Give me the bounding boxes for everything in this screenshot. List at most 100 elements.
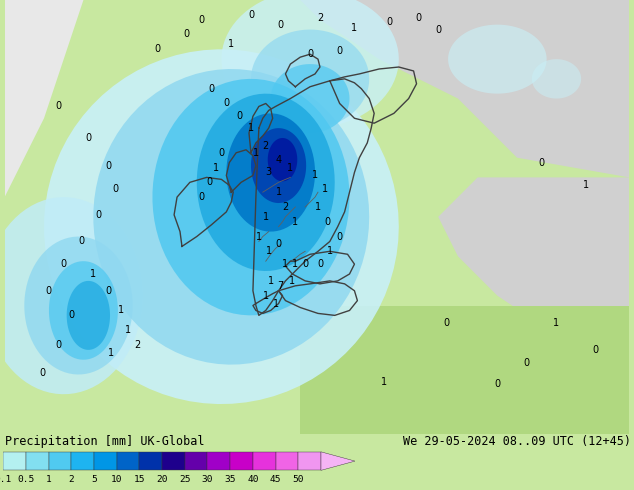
Text: 1: 1 (262, 291, 269, 301)
Text: 0: 0 (198, 15, 205, 24)
Polygon shape (226, 113, 315, 232)
Text: 1: 1 (287, 163, 294, 172)
Text: 1: 1 (351, 23, 358, 33)
Text: 15: 15 (134, 475, 145, 484)
Text: 0: 0 (337, 232, 343, 242)
Text: 1: 1 (228, 39, 235, 49)
Text: 0: 0 (278, 20, 283, 29)
Text: 0: 0 (105, 286, 111, 296)
Text: 2: 2 (68, 475, 74, 484)
Polygon shape (93, 69, 369, 365)
Text: 0: 0 (223, 98, 230, 108)
Text: Precipitation [mm] UK-Global: Precipitation [mm] UK-Global (5, 435, 205, 448)
Bar (117, 452, 139, 470)
Bar (298, 452, 321, 470)
Text: 0: 0 (39, 368, 45, 377)
Text: 1: 1 (118, 305, 124, 316)
Text: 1: 1 (266, 246, 272, 256)
Polygon shape (321, 452, 355, 470)
Polygon shape (301, 306, 630, 434)
Text: We 29-05-2024 08..09 UTC (12+45): We 29-05-2024 08..09 UTC (12+45) (403, 435, 631, 448)
Bar (49, 452, 71, 470)
Text: 1: 1 (381, 377, 387, 388)
Bar (3, 452, 26, 470)
Polygon shape (67, 281, 110, 350)
Polygon shape (197, 94, 335, 271)
Text: 0: 0 (209, 84, 214, 94)
Text: 35: 35 (224, 475, 236, 484)
Text: 50: 50 (292, 475, 304, 484)
Text: 3: 3 (266, 168, 272, 177)
Text: 0: 0 (218, 148, 224, 158)
Text: 0: 0 (325, 217, 331, 227)
Text: 0: 0 (248, 10, 254, 20)
Text: 0: 0 (86, 133, 91, 143)
Bar (94, 452, 117, 470)
Bar (139, 452, 162, 470)
Bar (26, 452, 49, 470)
Bar (71, 452, 94, 470)
Text: 0.5: 0.5 (17, 475, 34, 484)
Text: 0: 0 (56, 340, 62, 350)
Bar (253, 452, 276, 470)
Polygon shape (448, 24, 547, 94)
Text: 1: 1 (268, 276, 274, 286)
Text: 0: 0 (593, 345, 599, 355)
Text: 40: 40 (247, 475, 259, 484)
Text: 1: 1 (125, 325, 131, 335)
Text: 0: 0 (443, 318, 449, 328)
Polygon shape (44, 49, 399, 404)
Text: 1: 1 (315, 202, 321, 212)
Text: 5: 5 (91, 475, 97, 484)
Text: 1: 1 (273, 298, 279, 309)
Text: 0: 0 (105, 161, 111, 171)
Text: 0: 0 (539, 158, 545, 168)
Polygon shape (268, 138, 297, 181)
Text: 2: 2 (282, 202, 288, 212)
Text: 0: 0 (46, 286, 52, 296)
Text: 1: 1 (292, 217, 299, 227)
Text: 2: 2 (262, 141, 269, 151)
Text: 0: 0 (207, 177, 212, 187)
Polygon shape (153, 79, 349, 316)
Text: 1: 1 (248, 123, 254, 133)
Text: 7: 7 (278, 281, 283, 291)
Text: 2: 2 (134, 340, 141, 350)
Text: 10: 10 (111, 475, 122, 484)
Text: 1: 1 (583, 180, 589, 190)
Text: 1: 1 (253, 148, 259, 158)
Text: 1: 1 (214, 163, 219, 172)
Text: 0: 0 (154, 44, 160, 54)
Text: 0: 0 (317, 259, 323, 269)
Polygon shape (438, 177, 630, 335)
Text: 1: 1 (289, 276, 295, 286)
Text: 1: 1 (292, 259, 299, 269)
Text: 0: 0 (68, 310, 75, 320)
Text: 0: 0 (112, 184, 118, 194)
Text: 0: 0 (79, 237, 84, 246)
Text: 0: 0 (61, 259, 67, 269)
Polygon shape (532, 59, 581, 98)
Text: 1: 1 (262, 212, 269, 222)
Bar (184, 452, 207, 470)
Text: 0: 0 (337, 46, 343, 56)
Text: 1: 1 (276, 187, 281, 197)
Bar (162, 452, 184, 470)
Polygon shape (4, 0, 84, 197)
Polygon shape (49, 261, 118, 360)
Text: 1: 1 (553, 318, 560, 328)
Text: 0: 0 (307, 49, 313, 59)
Bar (276, 452, 298, 470)
Text: 0: 0 (184, 29, 190, 40)
Polygon shape (0, 197, 143, 394)
Text: 0: 0 (524, 358, 530, 368)
Text: 0: 0 (302, 259, 308, 269)
Text: 0: 0 (495, 379, 500, 390)
Text: 25: 25 (179, 475, 191, 484)
Text: 1: 1 (256, 232, 262, 242)
Polygon shape (221, 0, 399, 128)
Text: 1: 1 (90, 269, 96, 279)
Text: 45: 45 (270, 475, 281, 484)
Text: 0: 0 (56, 101, 62, 111)
Polygon shape (271, 64, 349, 133)
